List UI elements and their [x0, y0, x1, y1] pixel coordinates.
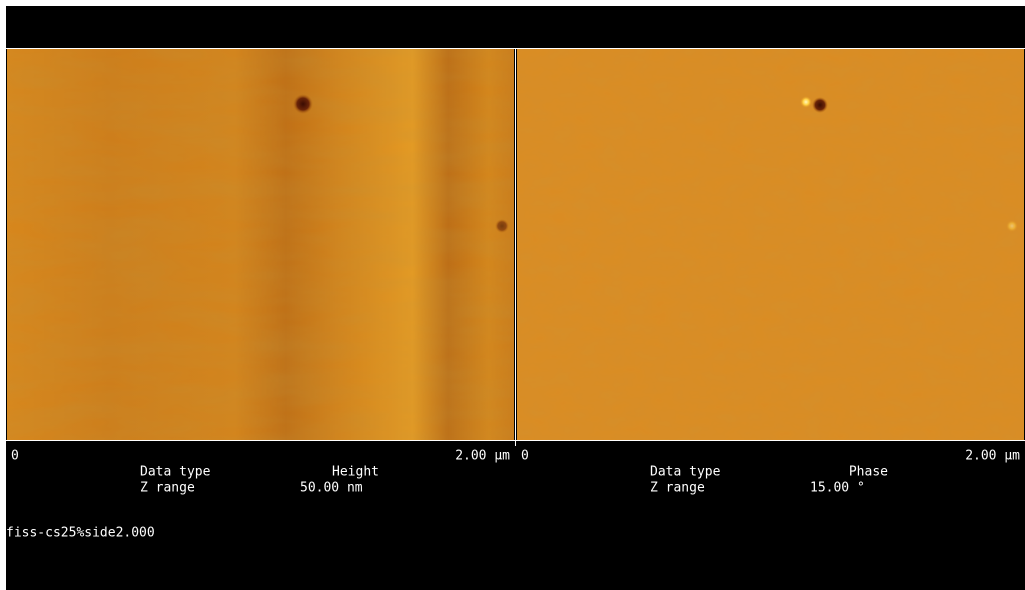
screen: 0 2.00 µm Data type Height Z range 50.00… — [0, 0, 1025, 590]
footer: fiss-cs25%side2.000 — [6, 526, 155, 541]
label: Data type — [650, 465, 721, 480]
label: Data type — [140, 465, 211, 480]
height-image — [7, 49, 514, 440]
label: Z range — [140, 481, 195, 496]
label: Z range — [650, 481, 705, 496]
phase-image — [517, 49, 1024, 440]
value: 15.00 ° — [810, 481, 865, 496]
axis-start: 0 — [521, 449, 529, 464]
value: Height — [332, 465, 379, 480]
axis-end: 2.00 µm — [965, 449, 1020, 464]
axis-end: 2.00 µm — [455, 449, 510, 464]
axis-start: 0 — [11, 449, 19, 464]
value: Phase — [849, 465, 888, 480]
value: 50.00 nm — [300, 481, 363, 496]
